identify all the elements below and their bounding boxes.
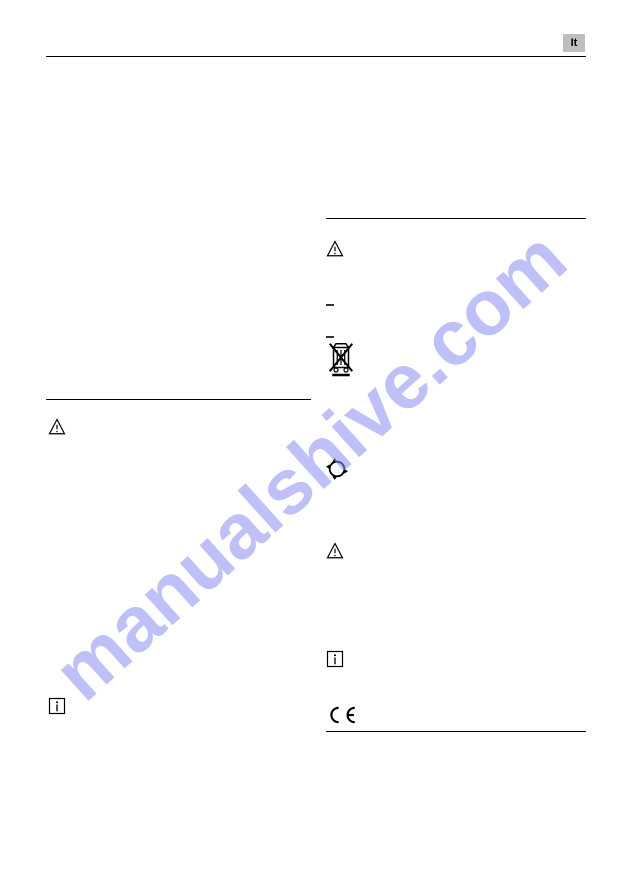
recycle-icon [326,458,348,485]
rule-left-mid [46,399,311,400]
warning-icon [326,542,344,565]
dash-icon [326,294,336,312]
watermark: manualshive.com [0,0,629,893]
weee-bin-icon [326,340,356,383]
info-icon [48,697,66,720]
warning-icon [326,240,344,263]
warning-icon [48,418,66,441]
rule-right-lower [326,731,586,732]
rule-right-upper [326,218,586,219]
page: It manualshive.com [0,0,629,893]
ce-mark-icon [326,706,357,729]
language-tab: It [563,34,585,52]
info-icon [326,650,344,673]
watermark-text: manualshive.com [37,214,582,717]
rule-top [46,56,586,57]
